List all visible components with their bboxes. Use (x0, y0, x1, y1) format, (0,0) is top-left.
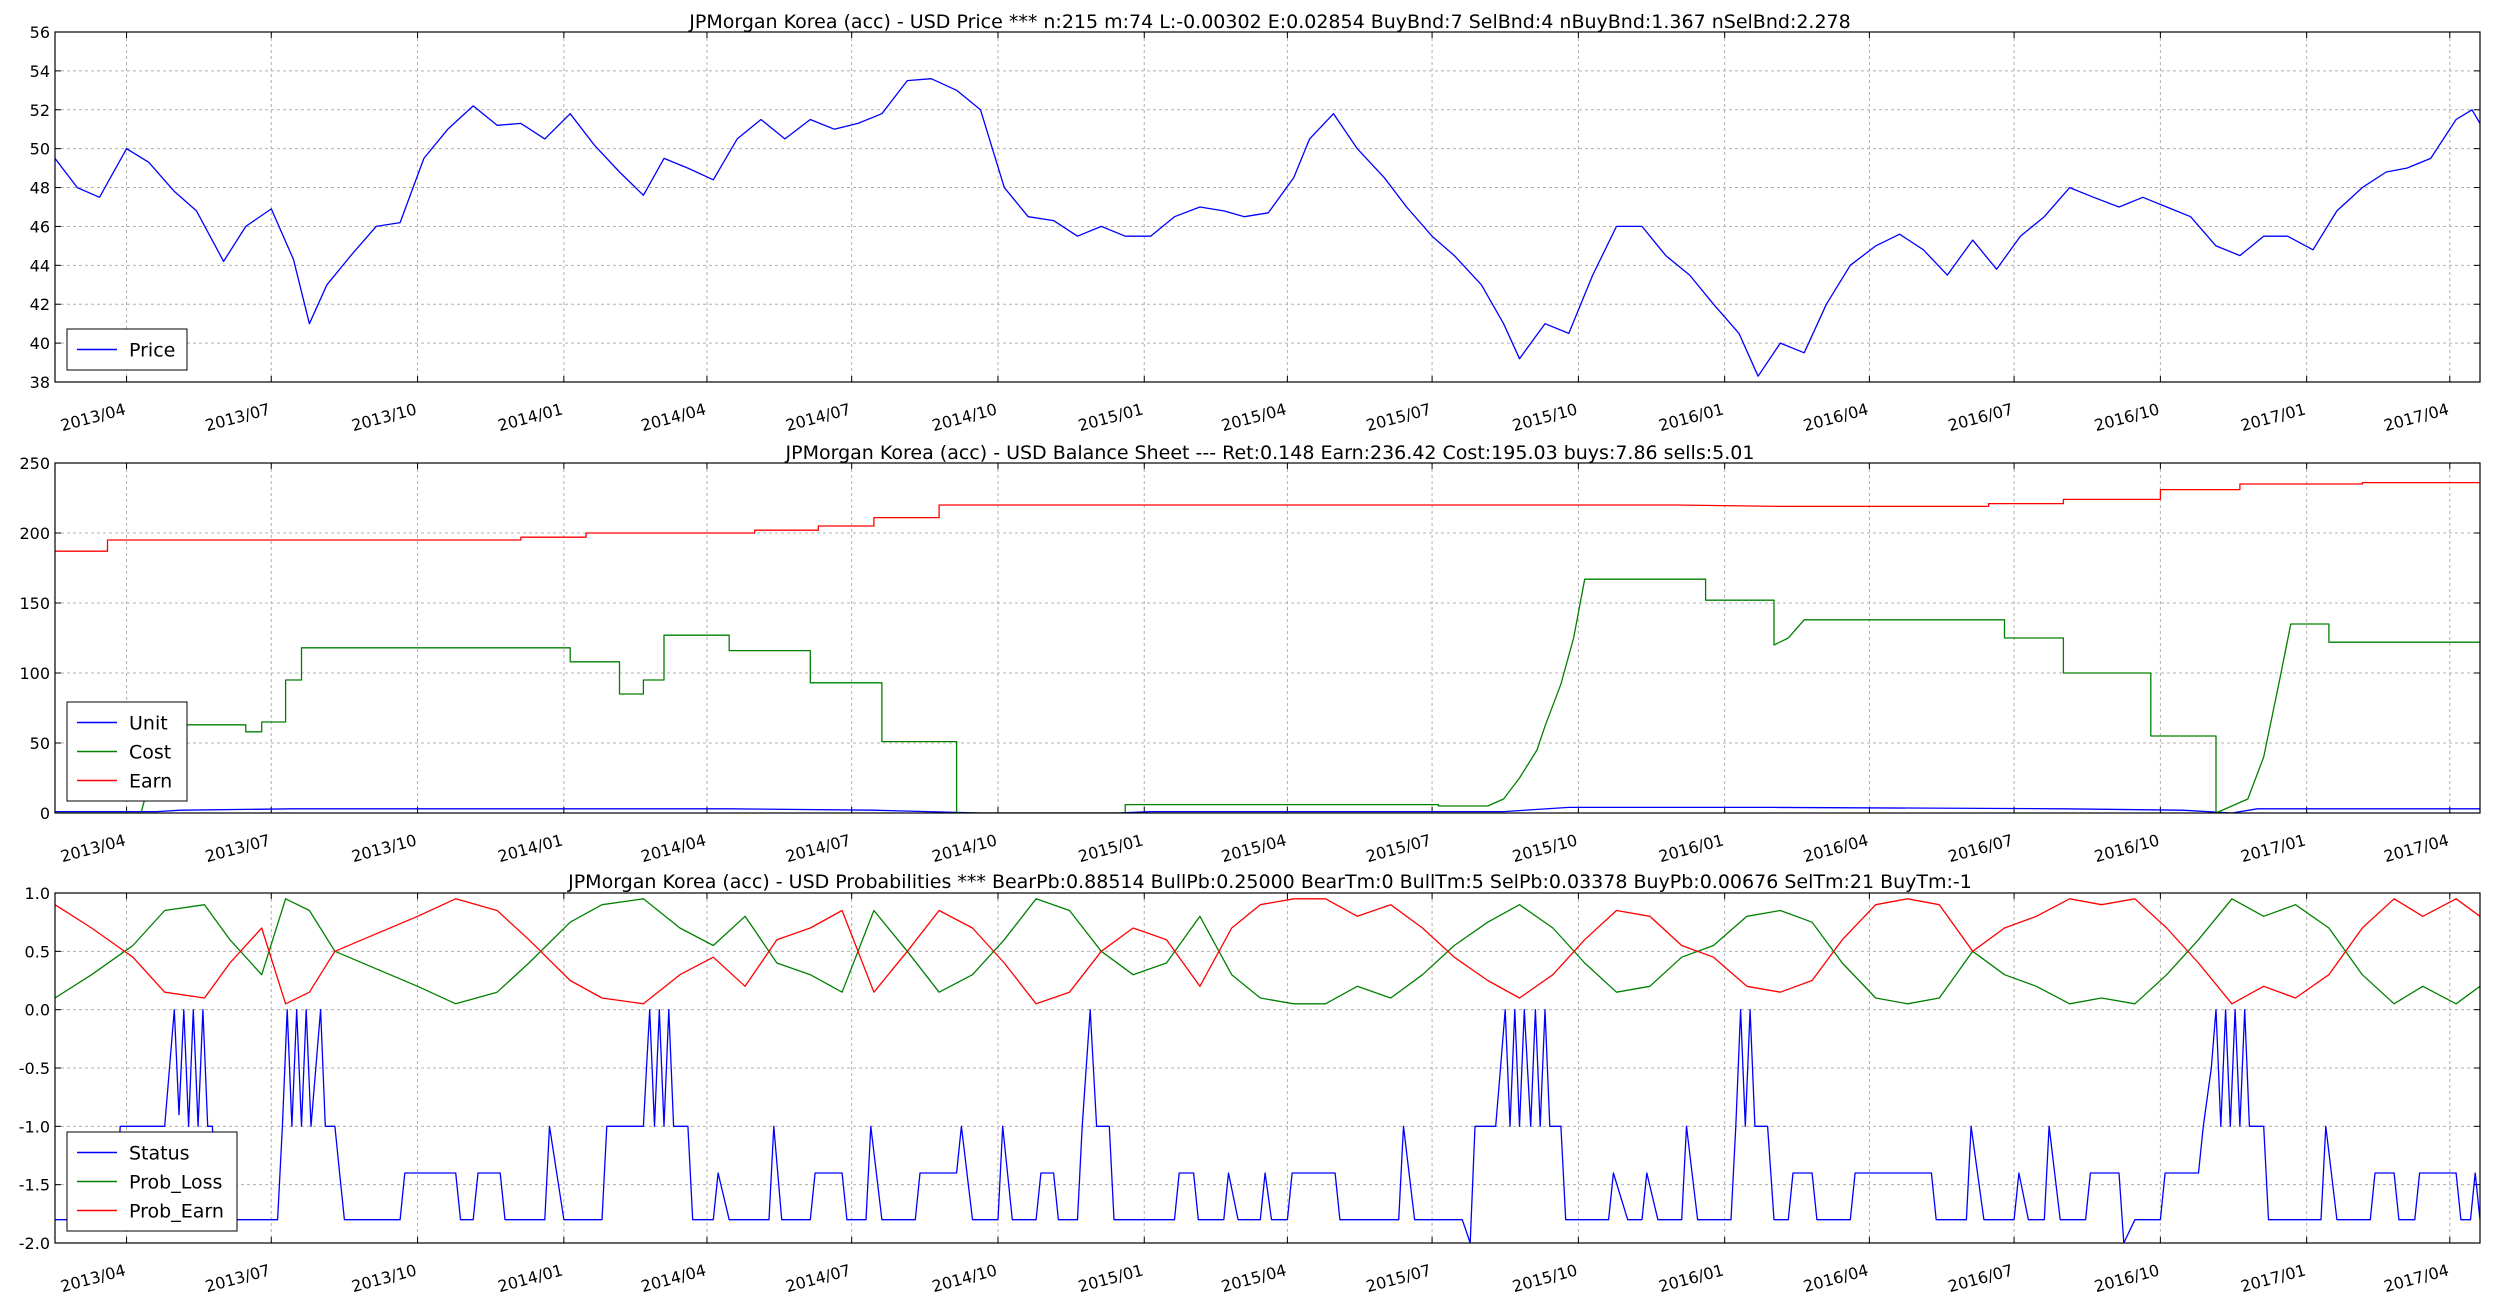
legend-label-price: Price (129, 340, 175, 362)
axes-frame (54, 462, 2481, 814)
y-tick-label: -1.5 (19, 1176, 50, 1195)
series-line-status (55, 1009, 2480, 1243)
legend-label-prob-earn: Prob_Earn (129, 1201, 224, 1223)
series-line-unit (55, 806, 2480, 813)
axes-frame (54, 892, 2481, 1244)
y-tick-label: 0 (40, 804, 50, 823)
y-tick-label: 50 (30, 734, 50, 753)
y-tick-label: 100 (19, 664, 50, 683)
y-tick-label: 0.5 (25, 942, 50, 961)
probabilities-chart-title: JPMorgan Korea (acc) - USD Probabilities… (567, 871, 1972, 893)
y-tick-label: -2.0 (19, 1234, 50, 1253)
y-tick-label: 42 (30, 295, 50, 314)
legend-label-status: Status (129, 1143, 190, 1165)
y-tick-label: 50 (30, 140, 50, 159)
y-tick-label: 54 (30, 62, 50, 81)
y-tick-label: 40 (30, 334, 50, 353)
price-chart-title: JPMorgan Korea (acc) - USD Price *** n:2… (688, 11, 1850, 33)
series-line-prob-loss (55, 898, 2480, 1005)
y-tick-label: 0.0 (25, 1001, 50, 1020)
y-tick-label: 150 (19, 594, 50, 613)
legend: Unit Cost Earn (66, 701, 188, 802)
axes-frame (54, 31, 2481, 383)
y-tick-label: 56 (30, 23, 50, 42)
legend-label-cost: Cost (129, 742, 171, 764)
legend-label-prob-loss: Prob_Loss (129, 1172, 222, 1194)
series-line-price (55, 78, 2480, 377)
series-line-earn (55, 481, 2480, 552)
y-tick-label: -1.0 (19, 1117, 50, 1136)
y-tick-label: 46 (30, 217, 50, 236)
series-line-cost (55, 578, 2480, 813)
legend: Status Prob_Loss Prob_Earn (66, 1131, 238, 1232)
legend-label-unit: Unit (129, 713, 168, 735)
y-tick-label: 44 (30, 256, 50, 275)
y-tick-label: -0.5 (19, 1059, 50, 1078)
y-tick-label: 200 (19, 524, 50, 543)
legend-label-earn: Earn (129, 771, 172, 793)
legend: Price (66, 328, 188, 371)
y-tick-label: 48 (30, 179, 50, 198)
y-tick-label: 52 (30, 101, 50, 120)
y-tick-label: 38 (30, 373, 50, 392)
y-tick-label: 1.0 (25, 884, 50, 903)
balance-sheet-chart-title: JPMorgan Korea (acc) - USD Balance Sheet… (785, 442, 1755, 464)
series-line-prob-earn (55, 898, 2480, 1005)
y-tick-label: 250 (19, 454, 50, 473)
